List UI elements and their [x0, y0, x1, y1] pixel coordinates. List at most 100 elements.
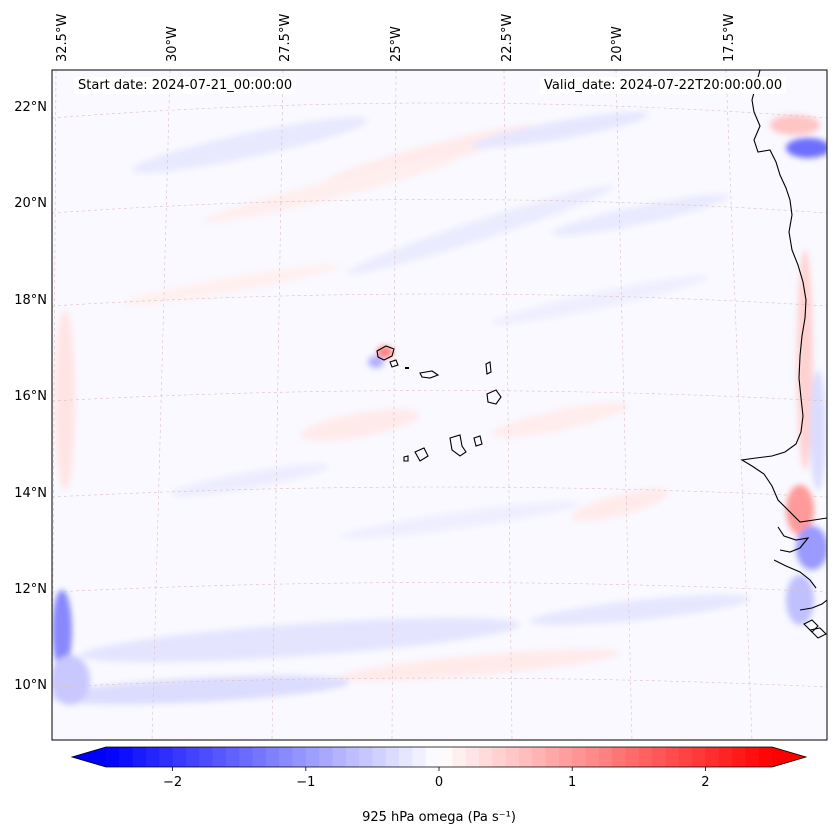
map-frame [51, 69, 828, 741]
colorbar-cell [399, 747, 413, 767]
field-patch-red [300, 409, 420, 441]
field-patch-blue [471, 112, 649, 148]
cape-verde-island [449, 434, 467, 457]
lon-label: 30°W [165, 26, 180, 62]
lat-label: 20°N [14, 196, 47, 211]
field-patch-blue [52, 590, 72, 670]
field-patch-red [786, 485, 814, 535]
gambia-coastline [777, 526, 810, 553]
cape-verde-island [389, 359, 399, 368]
colorbar-cell [612, 747, 627, 767]
colorbar-cell [145, 747, 160, 767]
colorbar-extend-high [772, 747, 806, 767]
field-patch-blue [796, 526, 827, 570]
colorbar-cell [132, 747, 147, 767]
meridian-line [391, 70, 397, 740]
colorbar-cell [638, 747, 653, 767]
guinea-bissau-coastline [773, 559, 817, 589]
colorbar-cell [106, 747, 120, 767]
lat-label: 22°N [14, 100, 47, 115]
colorbar-cell [172, 747, 187, 767]
field-patch-blue [132, 117, 368, 173]
field-patch-blue [368, 356, 384, 368]
colorbar-extend-low [72, 747, 106, 767]
meridian-line [503, 70, 513, 740]
field-patch-blue [810, 370, 826, 490]
colorbar-cell [439, 747, 453, 767]
field-patch-red [491, 402, 629, 438]
field-patch-blue [492, 275, 708, 325]
colorbar-cell [359, 747, 373, 767]
colorbar-cell [199, 747, 214, 767]
cape-verde-island [419, 370, 440, 379]
colorbar-cell [279, 747, 294, 767]
meridian-line [615, 70, 633, 740]
guinea-coastline [799, 599, 827, 611]
colorbar-cell [252, 747, 267, 767]
colorbar-cell [292, 747, 307, 767]
colorbar-cell [119, 747, 134, 767]
colorbar-tick-label: 1 [568, 775, 576, 790]
colorbar-outline [70, 746, 808, 768]
field-patch-red [770, 115, 820, 135]
colorbar-cell [678, 747, 693, 767]
lat-label: 10°N [14, 678, 47, 693]
colorbar-cell [412, 747, 427, 767]
colorbar-cell [185, 747, 200, 767]
field-patch-blue [80, 617, 520, 663]
meridian-line [271, 70, 284, 740]
colorbar-cell [239, 747, 254, 767]
colorbar-tick-label: 2 [701, 775, 709, 790]
field-patch-blue [530, 594, 750, 626]
parallel-line [52, 677, 827, 688]
colorbar-cell [345, 747, 360, 767]
field-patch-blue [786, 138, 827, 158]
map-panel [51, 69, 828, 741]
parallel-line [52, 390, 827, 402]
lon-label: 17.5°W [722, 14, 737, 62]
colorbar-tick-label: −2 [163, 775, 182, 790]
colorbar-cells [106, 747, 773, 767]
colorbar-cell [265, 747, 280, 767]
colorbar-cell [452, 747, 467, 767]
colorbar-cell [572, 747, 587, 767]
colorbar-cell [718, 747, 733, 767]
colorbar-cell [692, 747, 706, 767]
lat-label: 14°N [14, 486, 47, 501]
lon-label: 27.5°W [278, 14, 293, 62]
colorbar-cell [332, 747, 347, 767]
colorbar-cell [558, 747, 573, 767]
field-patch-red [571, 488, 669, 522]
lat-label: 12°N [14, 582, 47, 597]
cape-verde-island [486, 389, 502, 405]
colorbar-cell [745, 747, 760, 767]
field-patch-red [340, 649, 620, 681]
field-patch-red [203, 157, 457, 223]
cape-verde-island [485, 361, 492, 375]
omega-field [52, 112, 827, 705]
field-patch-red [121, 264, 339, 306]
colorbar-cell [652, 747, 667, 767]
field-patch-blue [786, 575, 814, 625]
colorbar-cell [492, 747, 507, 767]
colorbar-cell [625, 747, 640, 767]
colorbar-cell [505, 747, 520, 767]
colorbar-tick-label: −1 [296, 775, 315, 790]
field-patch-blue [52, 655, 90, 705]
lon-label: 20°W [610, 26, 625, 62]
colorbar-cell [545, 747, 560, 767]
field-patch-red [55, 310, 75, 490]
colorbar-label: 925 hPa omega (Pa s⁻¹) [362, 810, 516, 825]
island [808, 627, 827, 639]
field-patch-blue [341, 501, 579, 539]
colorbar-cell [385, 747, 400, 767]
colorbar-cell [665, 747, 680, 767]
valid-date-label: Valid_date: 2024-07-22T20:00:00.00 [540, 77, 787, 94]
colorbar-cell [159, 747, 174, 767]
graticule [52, 70, 827, 740]
start-date-label: Start date: 2024-07-21_00:00:00 [74, 77, 297, 94]
meridian-line [52, 70, 57, 740]
cape-verde-island [473, 435, 483, 447]
field-patch-blue [171, 464, 329, 496]
lon-label: 22.5°W [500, 14, 515, 62]
